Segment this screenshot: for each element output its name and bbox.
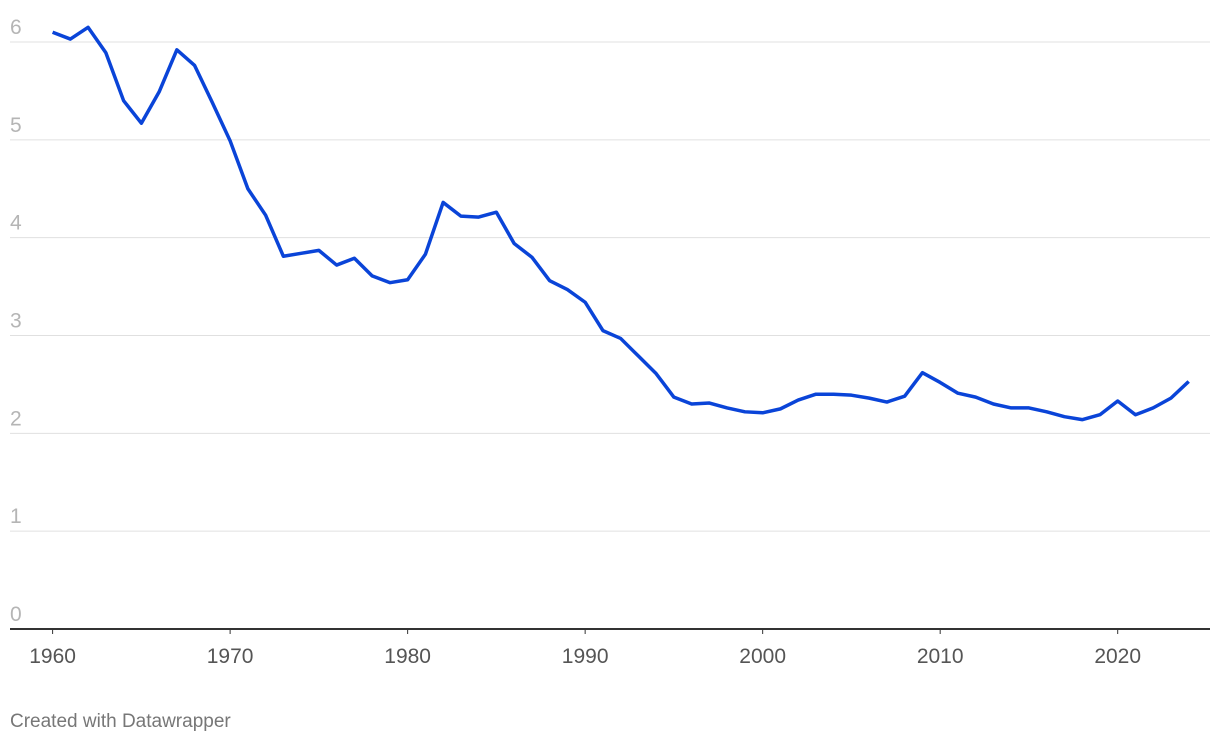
x-tick-label: 1980	[384, 645, 431, 668]
x-tick-label: 1960	[29, 645, 76, 668]
x-tick-label: 2000	[739, 645, 786, 668]
x-tick-label: 1970	[207, 645, 254, 668]
y-tick-label: 0	[10, 603, 22, 626]
y-tick-label: 2	[10, 407, 22, 430]
credit: Created with Datawrapper	[10, 711, 231, 732]
line	[51, 25, 1190, 422]
y-tick-label: 3	[10, 310, 22, 333]
y-tick-label: 4	[10, 212, 22, 235]
y-tick-label: 1	[10, 505, 22, 528]
x-tick-label: 2010	[917, 645, 964, 668]
y-tick-label: 5	[10, 114, 22, 137]
x-tick-label: 1990	[562, 645, 609, 668]
y-tick-label: 6	[10, 16, 22, 39]
x-tick-label: 2020	[1094, 645, 1141, 668]
